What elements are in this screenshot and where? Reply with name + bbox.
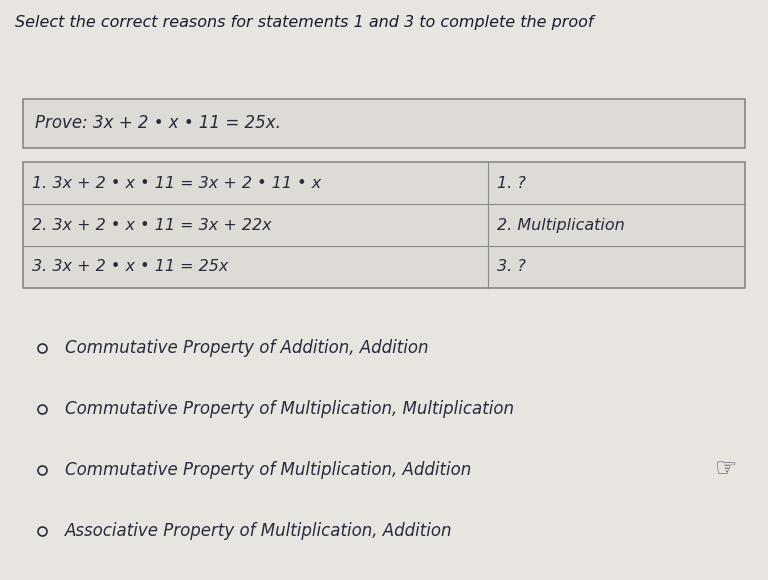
- Text: 2. 3x + 2 • x • 11 = 3x + 22x: 2. 3x + 2 • x • 11 = 3x + 22x: [32, 218, 272, 233]
- Text: Associative Property of Multiplication, Addition: Associative Property of Multiplication, …: [65, 521, 453, 540]
- FancyBboxPatch shape: [23, 162, 745, 288]
- Text: ☞: ☞: [714, 458, 737, 482]
- Text: 1. 3x + 2 • x • 11 = 3x + 2 • 11 • x: 1. 3x + 2 • x • 11 = 3x + 2 • 11 • x: [32, 176, 322, 191]
- Text: 1. ?: 1. ?: [497, 176, 526, 191]
- Text: Commutative Property of Multiplication, Addition: Commutative Property of Multiplication, …: [65, 461, 472, 479]
- Text: Commutative Property of Addition, Addition: Commutative Property of Addition, Additi…: [65, 339, 429, 357]
- FancyBboxPatch shape: [23, 99, 745, 148]
- Text: Commutative Property of Multiplication, Multiplication: Commutative Property of Multiplication, …: [65, 400, 515, 418]
- Text: 2. Multiplication: 2. Multiplication: [497, 218, 624, 233]
- Text: 3. ?: 3. ?: [497, 259, 526, 274]
- Text: Select the correct reasons for statements 1 and 3 to complete the proof: Select the correct reasons for statement…: [15, 14, 594, 30]
- Text: Prove: 3x + 2 • x • 11 = 25x.: Prove: 3x + 2 • x • 11 = 25x.: [35, 114, 280, 132]
- Text: 3. 3x + 2 • x • 11 = 25x: 3. 3x + 2 • x • 11 = 25x: [32, 259, 229, 274]
